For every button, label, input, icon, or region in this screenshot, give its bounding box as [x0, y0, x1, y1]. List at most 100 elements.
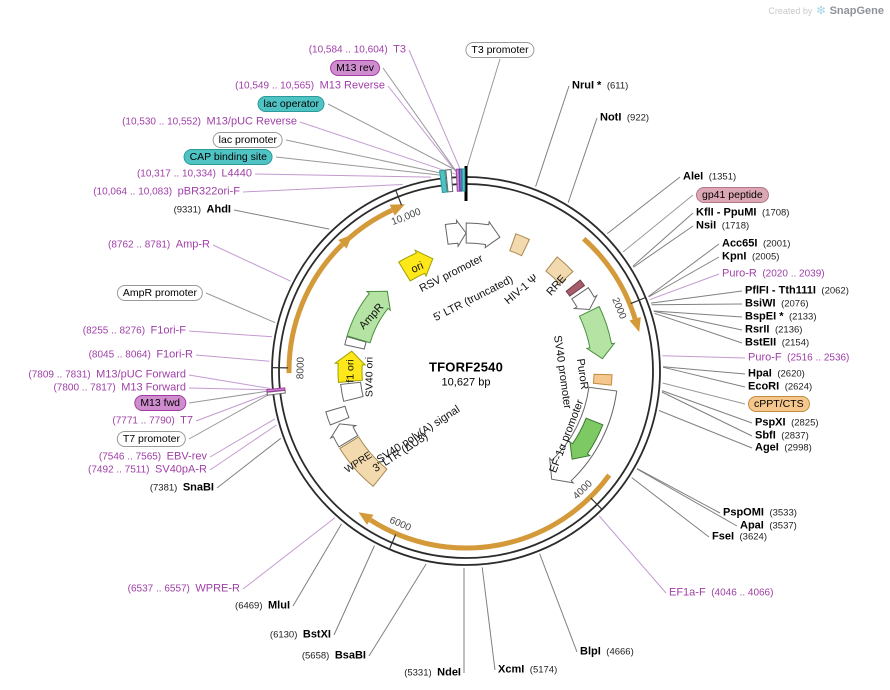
feature-label-t3-promoter: T3 promoter — [465, 42, 535, 58]
primer-range-puro-f: (2516 .. 2536) — [787, 352, 850, 364]
feature-hiv1-psi — [509, 233, 531, 257]
callout-m13-rev: M13 rev — [330, 60, 380, 76]
enzyme-name-ecori: EcoRI — [748, 380, 780, 393]
primer-range-l4440: (10,317 .. 10,334) — [136, 168, 216, 180]
primer-range-ebv-rev: (7546 .. 7565) — [98, 451, 162, 463]
feature-sv40-promoter — [571, 287, 599, 311]
leader-sv40pa-r — [209, 424, 277, 471]
leader-puro-f — [662, 355, 746, 359]
enzyme-position-hpai: (2620) — [777, 368, 805, 380]
callout-bsiwi: BsiWI (2076) — [745, 297, 809, 312]
callout-ecori: EcoRI (2624) — [748, 380, 812, 395]
leader-kfli-ppumi — [632, 212, 694, 267]
primer-range-pbr322ori-f: (10,064 .. 10,083) — [93, 186, 173, 198]
callout-pspxi: PspXI (2825) — [755, 416, 819, 431]
enzyme-position-bsteii: (2154) — [781, 337, 810, 349]
callout-hpai: HpaI (2620) — [748, 367, 805, 382]
primer-name-m13-forward: M13 Forward — [121, 381, 186, 394]
feature-wpre — [339, 436, 388, 488]
leader-t3 — [408, 49, 463, 175]
enzyme-position-rsrii: (2136) — [774, 324, 803, 336]
enzyme-name-bsabi: BsaBI — [334, 649, 366, 662]
callout-pspomi: PspOMI (3533) — [723, 506, 797, 521]
leader-pflfi-tth111i — [650, 290, 743, 304]
watermark: Created by ❇ SnapGene — [768, 4, 884, 18]
callout-fsei: FseI (3624) — [712, 530, 767, 545]
enzyme-name-xcmi: XcmI — [498, 663, 525, 676]
callout-ebv-rev: (7546 .. 7565) EBV-rev — [99, 450, 207, 465]
enzyme-position-fsei: (3624) — [739, 531, 767, 543]
primer-name-f1ori-f: F1ori-F — [150, 324, 186, 337]
leader-m13-reverse — [387, 85, 459, 175]
enzyme-position-noti: (922) — [626, 112, 650, 124]
enzyme-name-bspei: BspEI * — [745, 310, 784, 323]
leader-sbfi — [661, 391, 753, 437]
enzyme-position-nsii: (1718) — [721, 220, 750, 232]
callout-gp41-peptide: gp41 peptide — [696, 187, 769, 203]
leader-acc65i — [648, 243, 720, 297]
watermark-created-by: Created by — [768, 5, 813, 16]
plasmid-title: TFORF2540 10,627 bp — [429, 360, 503, 389]
callout-lac-promoter: lac promoter — [212, 132, 283, 148]
callout-ampr-promoter: AmpR promoter — [116, 285, 203, 301]
primer-range-t3: (10,584 .. 10,604) — [308, 44, 388, 56]
orf-frame-arc-2 — [582, 236, 638, 320]
leader-pspxi — [661, 390, 753, 424]
primer-range-m13-forward: (7800 .. 7817) — [53, 382, 116, 394]
primer-name-l4440: L4440 — [221, 167, 252, 180]
feature-m13-fwd-site — [266, 387, 286, 393]
enzyme-name-ndei: NdeI — [437, 666, 461, 679]
callout-m13-fwd: M13 fwd — [134, 395, 186, 411]
feature-lac-promoter-site — [445, 169, 454, 193]
enzyme-name-apai: ApaI — [740, 519, 764, 532]
leader-ecori — [662, 366, 746, 388]
snapgene-logo-icon: ❇ — [816, 5, 826, 17]
leader-bsabi — [368, 563, 427, 657]
tick-2000 — [630, 296, 646, 305]
callout-cppt-cts: cPPT/CTS — [748, 396, 810, 412]
enzyme-position-pspomi: (3533) — [769, 507, 797, 519]
enzyme-name-nrui: NruI * — [572, 79, 602, 92]
primer-name-sv40pa-r: SV40pA-R — [155, 463, 207, 476]
leader-m13-fwd — [188, 390, 271, 404]
leader-wpre-r — [242, 517, 336, 590]
primer-name-t3: T3 — [393, 43, 406, 56]
callout-pflfi-tth111i: PflFI - Tth111I (2062) — [745, 284, 849, 299]
callout-sbfi: SbfI (2837) — [755, 429, 809, 444]
enzyme-position-bspei: (2133) — [789, 311, 817, 323]
callout-t7: (7771 .. 7790) T7 — [112, 414, 193, 429]
feature-5p-ltr-truncated — [465, 220, 501, 249]
enzyme-name-ahdi: AhdI — [206, 203, 231, 216]
callout-bsabi: (5658) BsaBI — [302, 649, 366, 664]
enzyme-name-pspxi: PspXI — [755, 416, 786, 429]
leader-rsrii — [653, 310, 743, 331]
leader-fsei — [631, 477, 710, 538]
enzyme-name-bsteii: BstEII — [745, 336, 777, 349]
feature-label-m13-fwd: M13 fwd — [134, 395, 186, 411]
primer-name-m13-reverse: M13 Reverse — [319, 79, 385, 92]
enzyme-position-alei: (1351) — [708, 171, 737, 183]
enzyme-name-mlui: MluI — [268, 599, 290, 612]
callout-wpre-r: (6537 .. 6557) WPRE-R — [128, 582, 240, 597]
callout-kfli-ppumi: KflI - PpuMI (1708) — [696, 206, 789, 221]
callout-sv40pa-r: (7492 .. 7511) SV40pA-R — [88, 463, 207, 478]
callout-ef1a-f: EF1a-F (4046 .. 4066) — [669, 586, 773, 601]
feature-sv40-polya — [325, 405, 350, 426]
callout-ndei: (5331) NdeI — [404, 666, 461, 681]
enzyme-position-nrui: (611) — [606, 80, 629, 92]
callout-bspei: BspEI * (2133) — [745, 310, 816, 325]
enzyme-name-bsiwi: BsiWI — [745, 297, 776, 310]
tick-6000 — [388, 534, 397, 550]
leader-ef1a-f — [598, 515, 667, 594]
plasmid-size: 10,627 bp — [441, 376, 491, 389]
leader-noti — [567, 117, 598, 203]
primer-range-m13-puc-forward: (7809 .. 7831) — [28, 369, 91, 381]
primer-name-m13-puc-reverse: M13/pUC Reverse — [206, 115, 297, 128]
enzyme-name-rsrii: RsrII — [745, 323, 770, 336]
leader-hpai — [662, 366, 746, 375]
primer-name-f1ori-r: F1ori-R — [156, 348, 193, 361]
callout-puro-f: Puro-F (2516 .. 2536) — [748, 351, 849, 366]
primer-name-t7: T7 — [180, 414, 193, 427]
primer-range-f1ori-r: (8045 .. 8064) — [88, 349, 151, 361]
